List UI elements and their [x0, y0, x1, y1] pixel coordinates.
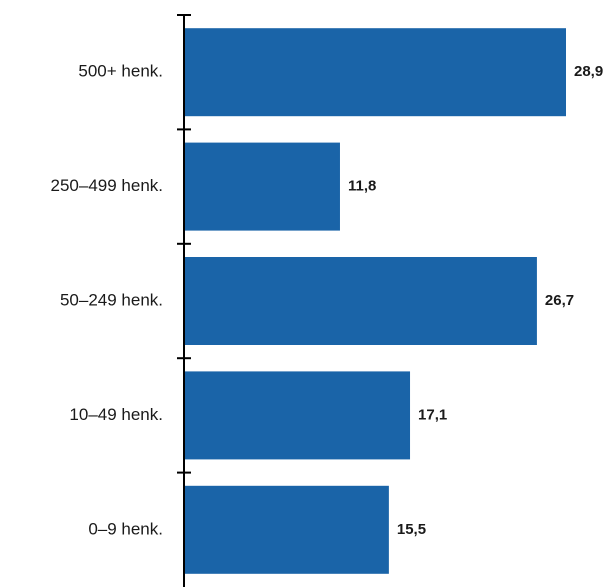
bar: [184, 371, 411, 460]
category-axis: [177, 14, 191, 587]
value-label: 28,9: [574, 63, 603, 80]
category-label: 0–9 henk.: [88, 519, 163, 538]
value-label: 26,7: [545, 292, 574, 309]
category-label: 50–249 henk.: [60, 290, 163, 309]
bar: [184, 142, 340, 231]
value-label: 17,1: [418, 406, 447, 423]
bar: [184, 257, 537, 345]
category-label: 10–49 henk.: [69, 405, 163, 424]
value-label: 15,5: [397, 521, 426, 538]
bars-group: [184, 28, 566, 574]
value-label: 11,8: [348, 178, 376, 195]
bar: [184, 485, 389, 574]
bar: [184, 28, 566, 117]
category-label: 250–499 henk.: [51, 176, 164, 195]
labels-group: 28,9 500+ henk. 11,8 250–499 henk. 26,7 50–24…: [51, 62, 604, 539]
category-label: 500+ henk.: [78, 62, 163, 81]
